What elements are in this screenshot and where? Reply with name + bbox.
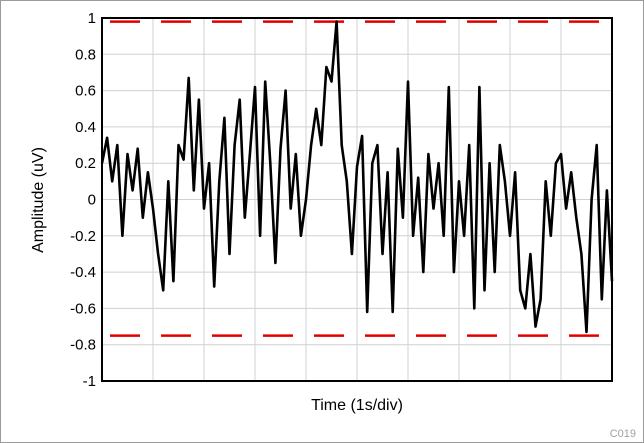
grid: [102, 18, 612, 381]
plot-border: [101, 17, 613, 382]
corner-code: C019: [610, 428, 636, 440]
y-tick-labels: 1 0.8 0.6 0.4 0.2 0 -0.2 -0.4 -0.6 -0.8 -1: [70, 10, 96, 390]
reference-lines: [102, 20, 612, 337]
y-tick-label: -0.8: [70, 337, 96, 354]
y-tick-label: -0.2: [70, 228, 96, 245]
y-tick-label: 0: [88, 192, 96, 209]
x-axis-label: Time (1s/div): [311, 397, 403, 414]
series-line: [100, 20, 614, 334]
y-tick-label: 0.6: [75, 83, 96, 100]
y-tick-label: 0.4: [75, 119, 96, 136]
y-axis-label: Amplitude (uV): [30, 147, 47, 253]
y-tick-label: -0.6: [70, 300, 96, 317]
y-tick-label: 0.8: [75, 46, 96, 63]
y-tick-label: 0.2: [75, 155, 96, 172]
y-tick-label: -1: [83, 373, 96, 390]
y-tick-label: 1: [88, 10, 96, 27]
y-tick-label: -0.4: [70, 264, 96, 281]
